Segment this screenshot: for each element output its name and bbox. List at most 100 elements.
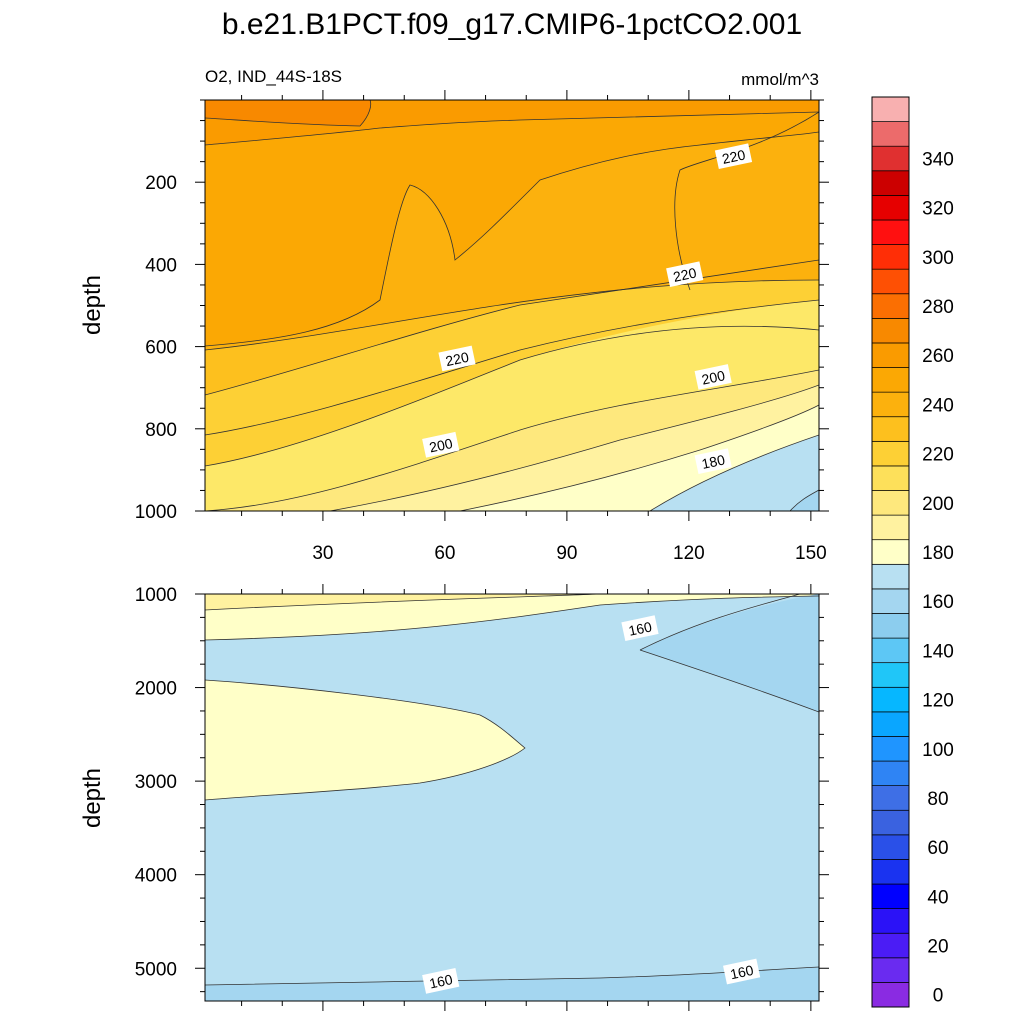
colorbar-swatch: [871, 96, 910, 122]
contour-line-180: [329, 384, 819, 511]
contour-label-text: 200: [428, 435, 454, 456]
chart-title: b.e21.B1PCT.f09_g17.CMIP6-1pctCO2.001: [222, 8, 802, 41]
colorbar-swatch: [871, 318, 910, 344]
colorbar-swatch: [871, 662, 910, 688]
contour-line-200: [205, 299, 819, 436]
colorbar-swatch: [871, 613, 910, 639]
lower-y-axis-label: depth: [79, 768, 106, 828]
contour-label-bg: [621, 615, 659, 641]
y-tick-label: 200: [145, 173, 177, 194]
upper-y-axis-label: depth: [79, 275, 106, 335]
contour-line-deep-170: [205, 595, 819, 641]
lower-plot-frame: [204, 593, 820, 1002]
colorbar-swatch: [871, 121, 910, 147]
colorbar-swatch: [871, 539, 910, 565]
contour-label: 160: [621, 615, 659, 641]
contour-label-text: 200: [700, 367, 726, 388]
colorbar-swatch: [871, 834, 910, 860]
colorbar-tick-label: 40: [927, 887, 948, 908]
band-fill-150-160: [790, 490, 819, 511]
colorbar-tick-label: 320: [922, 199, 954, 220]
colorbar-tick-label: 300: [922, 248, 954, 269]
colorbar-tick-label: 260: [922, 346, 954, 367]
lower-contour-labels: 160 160 160: [422, 615, 761, 994]
y-tick-label: 800: [145, 420, 177, 441]
colorbar-tick-label: 0: [933, 986, 944, 1007]
upper-contour-lines: [205, 100, 819, 511]
contour-label-text: 220: [672, 264, 698, 285]
colorbar-swatch: [871, 982, 910, 1008]
colorbar-swatch: [871, 908, 910, 934]
contour-line-160: [789, 489, 819, 511]
colorbar-swatch: [871, 195, 910, 221]
colorbar-tick-label: 340: [922, 149, 954, 170]
colorbar-swatch: [871, 883, 910, 909]
contour-label-text: 220: [444, 349, 470, 370]
y-tick-label: 400: [145, 255, 177, 276]
contour-label-text: 160: [428, 971, 454, 992]
colorbar-tick-label: 80: [927, 789, 948, 810]
y-tick-label: 2000: [135, 679, 177, 700]
colorbar-tick-label: 180: [922, 543, 954, 564]
band-fill-230-240: [205, 100, 819, 346]
contour-line-deep-180: [205, 594, 601, 611]
contour-label: 200: [422, 431, 460, 458]
lower-contour-field: [205, 594, 819, 1001]
contour-line-220-east: [674, 111, 819, 291]
colorbar: 0 20 40 60 80 100 120 140 160 180 200 220 240 260 280 3…: [871, 96, 954, 1008]
contour-label-bg: [694, 364, 732, 390]
upper-ticks: 30 60 90 120 150 200 400 600 800 1000: [135, 90, 829, 564]
x-tick-label: 150: [795, 543, 827, 564]
colorbar-swatch: [871, 219, 910, 245]
contour-label-text: 160: [729, 962, 755, 983]
contour-label-bg: [714, 143, 753, 170]
units-label: mmol/m^3: [741, 70, 819, 89]
colorbar-swatch: [871, 145, 910, 172]
contour-line-175: [459, 404, 819, 511]
colorbar-swatch: [871, 809, 910, 836]
y-tick-label: 600: [145, 338, 177, 359]
band-fill-bottom-150-160: [205, 967, 819, 1001]
colorbar-swatch: [871, 637, 910, 664]
colorbar-swatch: [871, 490, 910, 516]
contour-label: 180: [694, 448, 732, 475]
colorbar-frame: [871, 96, 910, 1008]
upper-panel-subtitle: O2, IND_44S-18S: [205, 67, 342, 86]
contour-line-220: [205, 279, 819, 351]
colorbar-tick-label: 120: [922, 691, 954, 712]
colorbar-swatch: [871, 440, 910, 467]
y-tick-label: 3000: [135, 772, 177, 793]
contour-line-east-160: [639, 649, 819, 713]
upper-contour-field: [205, 100, 819, 511]
colorbar-tick-label: 200: [922, 494, 954, 515]
y-tick-label: 4000: [135, 866, 177, 887]
colorbar-swatch: [871, 293, 910, 319]
band-fill-shallow-170-180: [205, 594, 819, 640]
band-fill-250-260: [205, 100, 371, 126]
y-tick-label: 1000: [135, 585, 177, 606]
upper-contour-labels: 220 220 220 200 200 180: [422, 143, 753, 475]
band-fill-east-150-160: [640, 594, 819, 712]
colorbar-swatch: [871, 859, 910, 885]
colorbar-swatch: [871, 170, 910, 196]
colorbar-swatch: [871, 391, 910, 418]
colorbar-swatch: [871, 588, 910, 614]
band-fill-160-170: [650, 435, 819, 511]
contour-label: 160: [422, 968, 460, 994]
contour-label: 220: [438, 345, 476, 372]
contour-label-text: 220: [721, 146, 747, 167]
contour-label-bg: [422, 431, 460, 458]
contour-label: 220: [714, 143, 753, 170]
contour-label-bg: [694, 448, 732, 475]
x-tick-label: 60: [434, 543, 455, 564]
colorbar-swatch: [871, 342, 910, 368]
colorbar-swatch: [871, 711, 910, 737]
colorbar-tick-label: 140: [922, 641, 954, 662]
colorbar-tick-label: 160: [922, 592, 954, 613]
colorbar-swatch: [871, 686, 910, 713]
colorbar-swatch: [871, 785, 910, 811]
y-tick-label: 1000: [135, 502, 177, 523]
colorbar-tick-label: 100: [922, 740, 954, 761]
colorbar-swatch: [871, 957, 910, 983]
